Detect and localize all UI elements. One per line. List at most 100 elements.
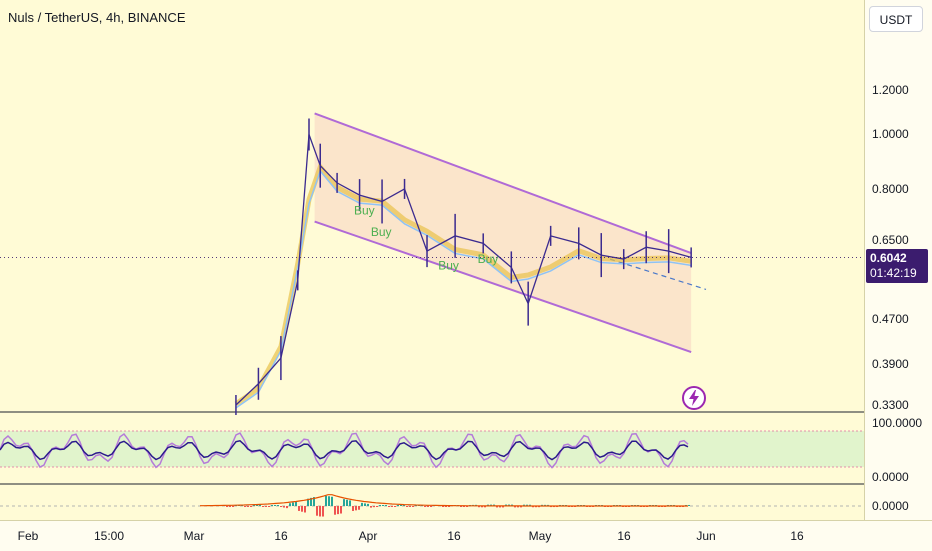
histogram-bar (523, 504, 525, 506)
histogram-bar (427, 506, 429, 507)
indicator-tick-label: 100.0000 (872, 416, 923, 430)
histogram-bar (274, 505, 276, 506)
histogram-bar (259, 505, 261, 506)
chart-area[interactable]: Buy Buy Buy Buy (0, 0, 864, 520)
histogram-bar (526, 504, 528, 506)
ma-line (235, 169, 692, 409)
histogram-bar (364, 503, 366, 506)
time-tick-label: May (528, 529, 552, 543)
channel-upper-line (314, 112, 692, 255)
price-tick-label: 0.8000 (872, 181, 909, 196)
histogram-bar (286, 506, 288, 509)
histogram-bar (502, 506, 504, 508)
time-axis[interactable] (0, 520, 932, 551)
histogram-bar (319, 506, 321, 517)
histogram-bar (277, 505, 279, 506)
histogram-bar (298, 506, 300, 511)
histogram-bar (247, 506, 249, 507)
histogram-bar (301, 506, 303, 512)
histogram-bar (529, 504, 531, 506)
histogram-bar (355, 506, 357, 511)
price-tick-label: 1.2000 (872, 83, 909, 97)
histogram-bar (517, 506, 519, 508)
histogram-bar (376, 506, 378, 507)
histogram-bar (532, 506, 534, 508)
price-tick-label: 1.0000 (872, 127, 909, 142)
histogram-bar (232, 506, 234, 507)
time-tick-label: 16 (790, 529, 804, 543)
histogram-bar (343, 499, 345, 506)
histogram-bar (388, 506, 390, 507)
histogram-bar (337, 506, 339, 515)
histogram-bar (448, 506, 450, 507)
lightning-bolt-icon[interactable] (682, 386, 706, 410)
histogram-bar (265, 506, 267, 507)
time-tick-label: 16 (617, 529, 631, 543)
histogram-bar (430, 506, 432, 507)
histogram-bar (229, 506, 231, 507)
histogram-bar (256, 505, 258, 506)
histogram-bar (412, 506, 414, 507)
indicator-tick-label: 0.0000 (872, 499, 909, 513)
histogram-bar (271, 505, 273, 506)
histogram-bar (295, 501, 297, 506)
histogram-bar (688, 504, 690, 506)
histogram-bar (226, 506, 228, 507)
histogram-bar (340, 506, 342, 514)
price-tick-label: 0.3300 (872, 398, 909, 412)
histogram-bar (403, 505, 405, 506)
histogram-bar (391, 506, 393, 507)
time-tick-label: Jun (696, 529, 716, 543)
oscillator-fast-line (0, 439, 689, 461)
projection-dashed-line (609, 258, 707, 290)
histogram-bar (361, 502, 363, 506)
histogram-bar (409, 506, 411, 507)
histogram-bar (382, 505, 384, 506)
histogram-bar (511, 504, 513, 506)
time-tick-label: 15:00 (93, 529, 125, 543)
histogram-bar (316, 506, 318, 516)
histogram-bar (463, 506, 465, 507)
histogram-bar (253, 505, 255, 506)
histogram-bar (244, 506, 246, 507)
histogram-bar (535, 506, 537, 508)
currency-button[interactable]: USDT (869, 6, 923, 32)
histogram-bar (349, 500, 351, 506)
histogram-bar (379, 505, 381, 506)
histogram-bar (484, 506, 486, 508)
symbol-title: Nuls / TetherUS, 4h, BINANCE (8, 10, 186, 25)
histogram-bar (370, 506, 372, 508)
histogram-bar (352, 506, 354, 511)
histogram-bar (331, 496, 333, 506)
histogram-bar (289, 503, 291, 506)
histogram-bar (307, 498, 309, 506)
price-chart[interactable]: Buy Buy Buy Buy (0, 0, 864, 520)
histogram-bar (367, 503, 369, 506)
buy-label: Buy (354, 204, 375, 218)
histogram-bar (280, 506, 282, 507)
time-tick-label: Feb (17, 529, 39, 543)
histogram-bar (250, 506, 252, 507)
time-tick-label: Apr (358, 529, 378, 543)
histogram-bar (334, 506, 336, 515)
last-price: 0.6042 (870, 251, 907, 265)
histogram-bar (292, 502, 294, 506)
histogram-bar (385, 505, 387, 506)
histogram-bar (466, 506, 468, 507)
histogram-bar (505, 504, 507, 506)
histogram-bar (478, 506, 480, 508)
time-tick-label: 16 (447, 529, 461, 543)
histogram-bar (445, 506, 447, 507)
histogram-bar (499, 506, 501, 508)
histogram-bar (394, 506, 396, 507)
histogram-bar (406, 506, 408, 507)
histogram-bar (514, 506, 516, 508)
time-tick-label: 16 (274, 529, 288, 543)
histogram-bar (493, 504, 495, 506)
histogram-bar (442, 506, 444, 507)
last-price-tag: 0.6042 01:42:19 (866, 249, 928, 283)
histogram-bar (328, 496, 330, 506)
price-tick-label: 0.4700 (872, 311, 909, 326)
bar-countdown: 01:42:19 (870, 266, 917, 280)
indicator-tick-label: 0.0000 (872, 470, 909, 484)
